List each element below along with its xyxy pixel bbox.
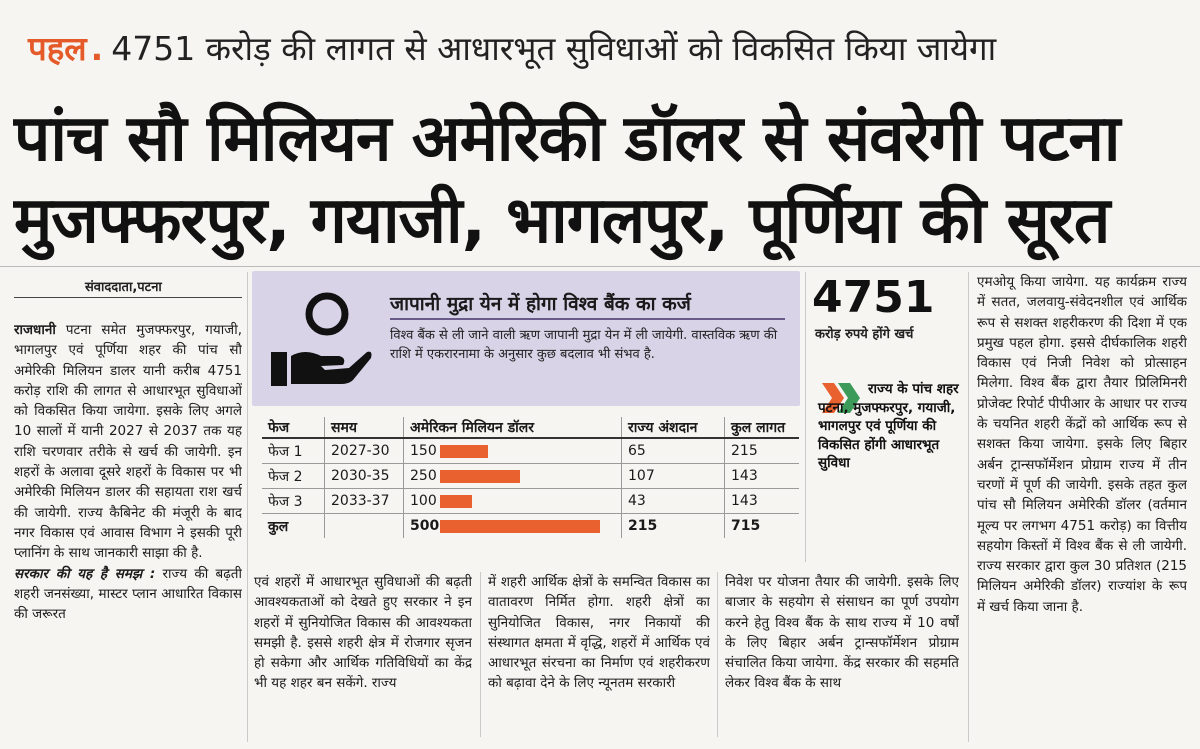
usd-cell: 100 <box>403 488 622 514</box>
total-cost-value: 143 <box>731 493 758 509</box>
column-divider <box>717 572 718 737</box>
usd-value: 150 <box>410 443 437 459</box>
column-divider <box>805 272 806 562</box>
state-share-cell: 65 <box>621 438 725 464</box>
state-share-cell: 107 <box>621 463 725 489</box>
kicker-tag: पहल <box>28 29 87 68</box>
phase-cell: फेज 3 <box>262 488 325 514</box>
usd-cell: 500 <box>403 513 622 538</box>
usd-cell: 250 <box>403 463 622 489</box>
lead-word: राजधानी <box>14 322 56 338</box>
highlight-text: राज्य के पांच शहर पटना, मुजफ्फरपुर, गयाज… <box>818 381 959 471</box>
article-column-3: में शहरी आर्थिक क्षेत्रों के समन्वित विक… <box>488 574 710 692</box>
time-value: 2030-35 <box>331 468 390 484</box>
column-divider <box>968 272 969 742</box>
header-phase: फेज <box>262 417 325 439</box>
time-cell <box>324 513 404 538</box>
byline: संवाददाता,पटना <box>85 280 162 295</box>
time-value: 2033-37 <box>331 493 390 509</box>
info-box-rule <box>390 318 785 320</box>
usd-value: 500 <box>410 518 440 534</box>
headline-line-2: मुजफ्फरपुर, गयाजी, भागलपुर, पूर्णिया की … <box>14 184 1110 258</box>
time-value: 2027-30 <box>331 443 390 459</box>
phase-value: फेज 3 <box>268 493 303 510</box>
double-chevron-icon <box>822 383 860 413</box>
header-time: समय <box>324 417 404 439</box>
usd-bar <box>440 495 472 508</box>
section-subhead: सरकार की यह है समझ : <box>14 565 156 582</box>
highlight-number-caption: करोड़ रुपये होंगे खर्च <box>815 327 914 342</box>
article-column-2: एवं शहरों में आधारभूत सुविधाओं की बढ़ती … <box>254 574 472 692</box>
table-total-row: कुल 500 215 715 <box>262 513 799 539</box>
phase-value: फेज 2 <box>268 468 303 485</box>
phase-value: फेज 1 <box>268 443 303 460</box>
state-share-value: 107 <box>628 468 655 484</box>
total-cost-value: 715 <box>731 518 761 534</box>
usd-bar <box>440 445 488 458</box>
column-1-body-continued: राज्य की बढ़ती शहरी जनसंख्या, मास्टर प्ल… <box>14 565 242 623</box>
state-share-cell: 215 <box>621 513 725 538</box>
usd-bar <box>440 470 520 483</box>
article-column-4: निवेश पर योजना तैयार की जायेगी. इसके लिए… <box>725 574 959 692</box>
state-share-value: 215 <box>628 518 658 534</box>
column-1-body: पटना समेत मुजफ्फरपुर, गयाजी, भागलपुर एवं… <box>14 322 242 562</box>
total-cost-value: 215 <box>731 443 758 459</box>
time-cell: 2033-37 <box>324 488 404 514</box>
total-cost-cell: 715 <box>724 513 799 538</box>
article-column-5: एमओयू किया जायेगा. यह कार्यक्रम राज्य मे… <box>977 274 1187 615</box>
table-row: फेज 3 2033-37 100 43 143 <box>262 488 799 514</box>
kicker-dot: . <box>90 29 104 68</box>
total-cost-cell: 143 <box>724 488 799 514</box>
kicker-line: पहल. 4751 करोड़ की लागत से आधारभूत सुविधा… <box>28 28 1188 70</box>
column-divider <box>247 272 248 742</box>
info-box-text: विश्व बैंक से ली जाने वाली ऋण जापानी मुद… <box>390 328 778 362</box>
total-cost-value: 143 <box>731 468 758 484</box>
state-share-value: 43 <box>628 493 646 509</box>
info-box-title: जापानी मुद्रा येन में होगा विश्व बैंक का… <box>390 293 691 315</box>
time-cell: 2027-30 <box>324 438 404 464</box>
highlight-number: 4751 <box>812 272 935 323</box>
usd-value: 100 <box>410 493 437 509</box>
header-usd: अमेरिकन मिलियन डॉलर <box>403 417 622 439</box>
header-state-share: राज्य अंशदान <box>621 417 725 439</box>
phase-value: कुल <box>268 518 289 535</box>
phase-table: फेज समय अमेरिकन मिलियन डॉलर राज्य अंशदान… <box>262 417 799 538</box>
headline-divider <box>0 266 1200 267</box>
state-share-value: 65 <box>628 443 646 459</box>
usd-bar <box>440 520 600 533</box>
phase-cell: कुल <box>262 514 325 539</box>
coin-hand-icon <box>271 292 372 386</box>
total-cost-cell: 215 <box>724 438 799 464</box>
usd-value: 250 <box>410 468 437 484</box>
column-divider <box>480 572 481 737</box>
byline-rule <box>14 297 242 298</box>
usd-cell: 150 <box>403 438 622 464</box>
headline-line-1: पांच सौ मिलियन अमेरिकी डॉलर से संवरेगी प… <box>14 102 1120 176</box>
header-total-cost: कुल लागत <box>724 417 799 439</box>
time-cell: 2030-35 <box>324 463 404 489</box>
kicker-text: 4751 करोड़ की लागत से आधारभूत सुविधाओं क… <box>111 29 997 68</box>
state-share-cell: 43 <box>621 488 725 514</box>
phase-cell: फेज 1 <box>262 438 325 464</box>
total-cost-cell: 143 <box>724 463 799 489</box>
table-header-row: फेज समय अमेरिकन मिलियन डॉलर राज्य अंशदान… <box>262 417 799 439</box>
table-row: फेज 1 2027-30 150 65 215 <box>262 438 799 464</box>
phase-cell: फेज 2 <box>262 463 325 489</box>
article-column-1: राजधानी पटना समेत मुजफ्फरपुर, गयाजी, भाग… <box>14 320 242 732</box>
table-row: फेज 2 2030-35 250 107 143 <box>262 463 799 489</box>
